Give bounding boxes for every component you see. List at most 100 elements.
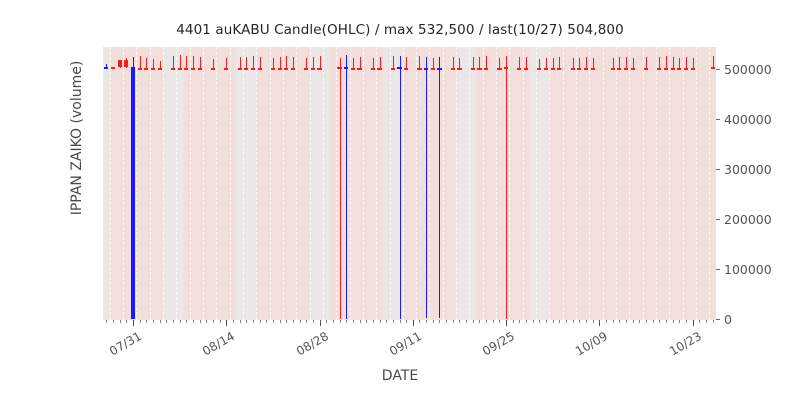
x-tick-label: 07/31 — [107, 329, 144, 359]
gridline — [242, 47, 245, 320]
x-tick-minor — [606, 320, 608, 323]
x-tick-minor — [152, 320, 154, 323]
x-tick-minor — [626, 320, 628, 323]
x-tick-minor — [252, 320, 254, 323]
candle-wick — [479, 57, 480, 69]
candle-body — [484, 67, 489, 70]
candle-body — [504, 67, 509, 70]
candle-wick — [659, 56, 660, 69]
candle-wick — [153, 59, 154, 69]
background-band — [182, 47, 237, 320]
gridline — [202, 47, 205, 320]
candle-body — [437, 67, 442, 70]
candle-wick — [579, 58, 580, 69]
x-tick-minor — [472, 320, 474, 323]
x-tick-minor — [572, 320, 574, 323]
candle-body — [617, 67, 622, 70]
candle-body — [370, 67, 375, 70]
candle-body — [130, 66, 136, 319]
x-tick-minor — [146, 320, 148, 323]
y-tick-mark — [716, 218, 720, 220]
x-tick-major — [132, 320, 134, 326]
candle-wick — [286, 56, 287, 69]
x-tick-minor — [519, 320, 521, 323]
x-tick-label: 09/25 — [480, 329, 518, 359]
x-tick-minor — [239, 320, 241, 323]
gridline — [269, 47, 272, 320]
candle-wick — [419, 56, 420, 69]
candle-body — [304, 67, 309, 70]
candle-body — [570, 67, 575, 70]
y-tick-mark — [716, 268, 720, 270]
gridline — [176, 47, 178, 320]
gridline — [109, 47, 112, 320]
candle-wick — [646, 57, 647, 69]
candle-body — [357, 67, 362, 70]
gridline — [189, 47, 192, 320]
candle-wick — [406, 57, 407, 69]
candle-wick — [253, 56, 254, 69]
candle-wick — [626, 56, 627, 69]
x-tick-minor — [659, 320, 661, 323]
candle-wick — [306, 58, 307, 69]
x-tick-minor — [646, 320, 648, 323]
candle-wick — [360, 57, 361, 69]
candle-body — [417, 67, 422, 70]
candle-body — [110, 66, 116, 69]
candle-body — [284, 67, 289, 70]
x-tick-minor — [139, 320, 141, 323]
candle-body — [610, 67, 615, 70]
gridline — [696, 47, 698, 320]
gridline — [122, 47, 125, 320]
x-tick-minor — [272, 320, 274, 323]
gridline — [349, 47, 352, 320]
candle-body — [124, 60, 129, 68]
x-tick-minor — [266, 320, 268, 323]
x-tick-minor — [512, 320, 514, 323]
candle-wick — [173, 56, 174, 69]
x-tick-minor — [119, 320, 121, 323]
gridline — [509, 47, 511, 320]
candle-wick — [400, 55, 401, 319]
candle-wick — [613, 58, 614, 69]
x-tick-minor — [279, 320, 281, 323]
candle-body — [104, 67, 109, 70]
x-tick-minor — [212, 320, 214, 323]
candle-wick — [459, 57, 460, 69]
gridline — [229, 47, 232, 320]
x-tick-label: 08/14 — [200, 329, 238, 359]
candle-body — [390, 67, 395, 70]
candle-body — [623, 67, 629, 70]
x-tick-minor — [206, 320, 208, 323]
gridline — [336, 47, 338, 320]
candle-wick — [280, 57, 281, 69]
candle-wick — [240, 56, 241, 69]
plot-area — [103, 47, 716, 320]
x-tick-major — [319, 320, 321, 326]
candle-wick — [619, 57, 620, 69]
x-tick-minor — [592, 320, 594, 323]
x-tick-minor — [672, 320, 674, 323]
x-tick-minor — [339, 320, 341, 323]
candle-body — [144, 67, 149, 70]
x-tick-minor — [246, 320, 248, 323]
x-tick-minor — [666, 320, 668, 323]
candle-body — [690, 67, 695, 70]
candle-body — [224, 67, 229, 70]
gridline — [442, 47, 445, 320]
candle-body — [584, 67, 589, 70]
x-tick-minor — [679, 320, 681, 323]
candle-wick — [293, 56, 294, 69]
x-tick-minor — [686, 320, 688, 323]
x-tick-minor — [199, 320, 201, 323]
x-tick-minor — [372, 320, 374, 323]
candle-body — [537, 67, 542, 70]
x-tick-minor — [566, 320, 568, 323]
x-tick-minor — [232, 320, 234, 323]
candle-wick — [506, 55, 507, 319]
candle-body — [317, 67, 322, 70]
x-tick-minor — [652, 320, 654, 323]
gridline — [136, 47, 138, 320]
x-tick-minor — [526, 320, 528, 323]
candle-body — [277, 67, 282, 70]
